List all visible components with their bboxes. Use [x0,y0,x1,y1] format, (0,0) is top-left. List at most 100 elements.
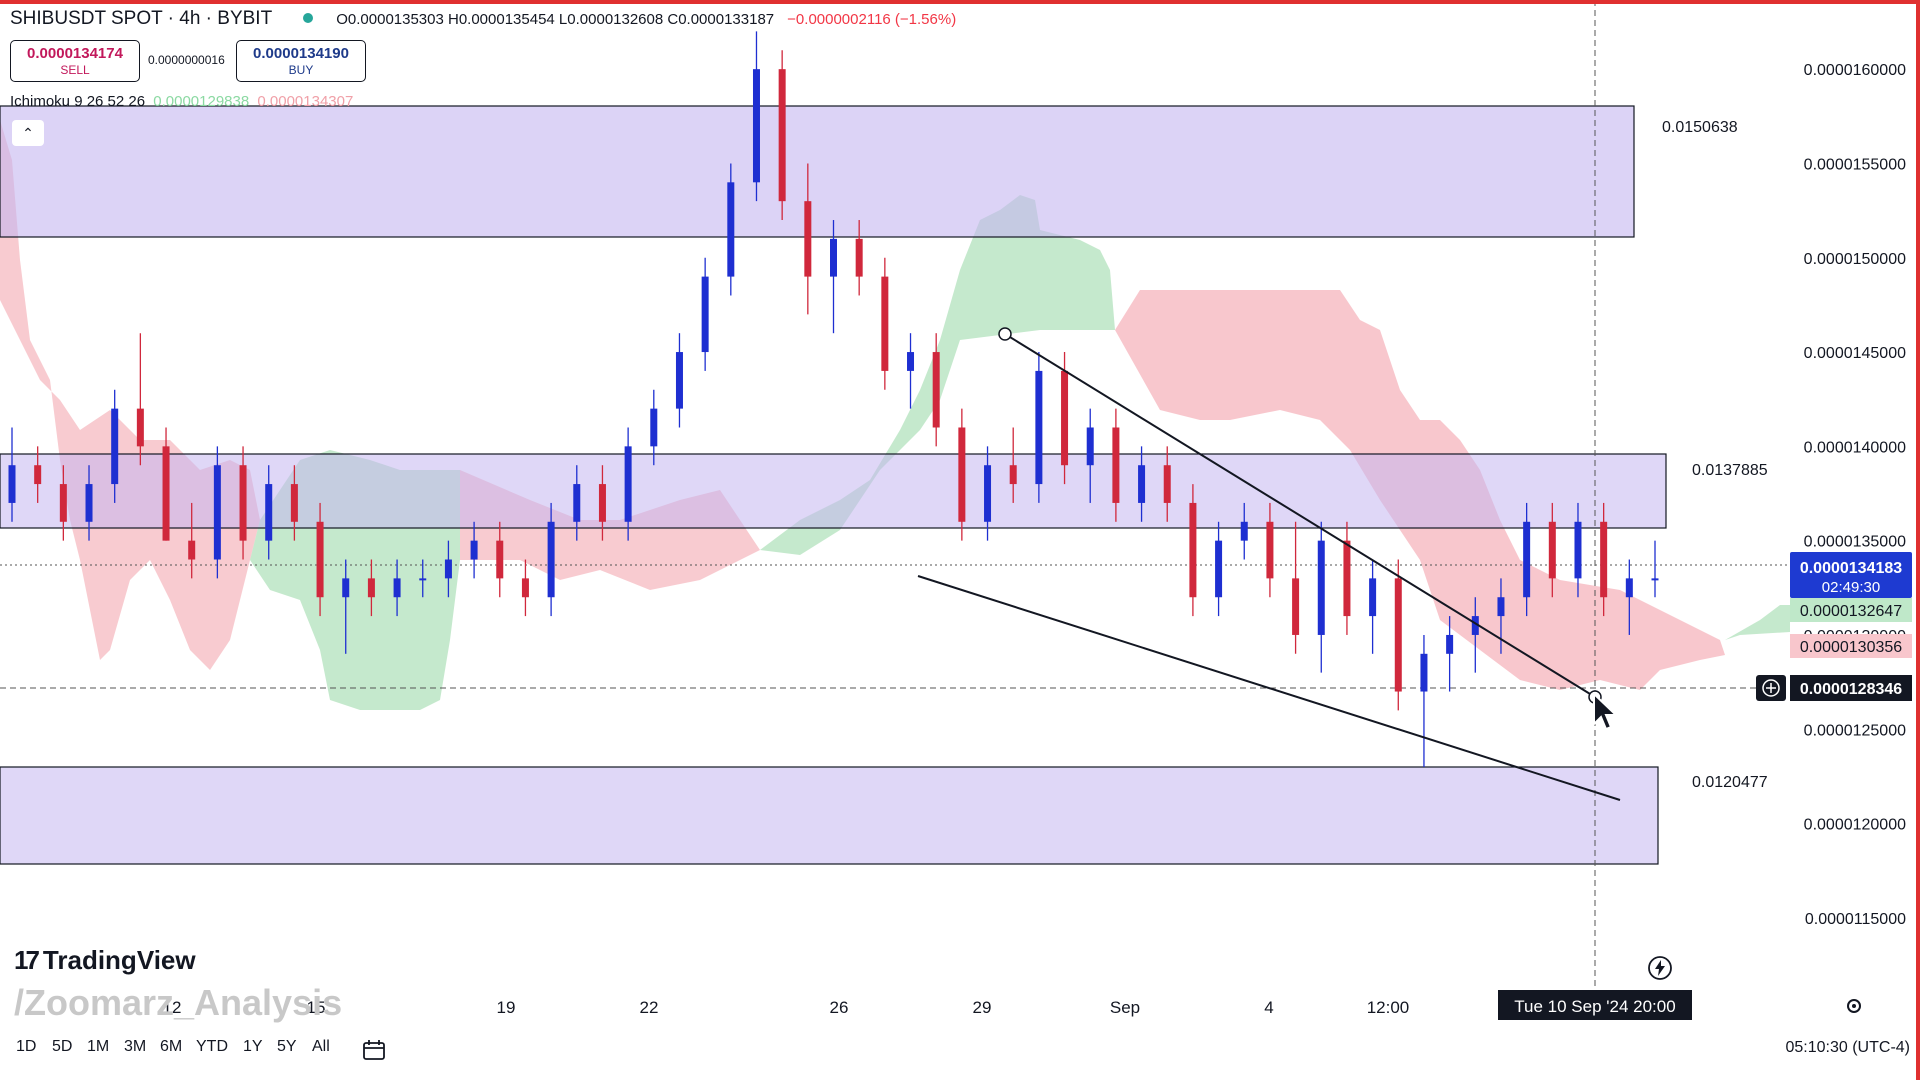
tradingview-logo: 17 TradingView [14,945,196,975]
chevron-up-icon[interactable]: ⌃ [12,120,44,146]
x-tick-label: Sep [1110,998,1140,1017]
tf-ytd[interactable]: YTD [196,1038,228,1055]
candle-body [573,484,581,522]
lightning-icon[interactable] [1647,955,1673,981]
candle-body [984,465,992,522]
gear-icon[interactable] [1844,996,1864,1016]
y-tick-label: 0.0000120000 [1804,817,1906,834]
zone-labels: 0.0150638 0.0137885 0.0120477 [1662,119,1768,791]
time-axis[interactable]: 12 15 19 22 26 29 Sep 4 12:00 Tue 10 Sep '24 20:… [163,990,1692,1020]
zone-upper [0,105,1635,238]
tf-1y[interactable]: 1Y [243,1038,263,1055]
clock-timezone[interactable]: 05:10:30 (UTC-4) [1785,1039,1911,1056]
candle-body [136,408,144,447]
candle-body [419,578,427,581]
countdown-text: 02:49:30 [1822,579,1880,596]
kumo-bull-3 [1725,605,1790,640]
candle-body [701,276,709,353]
candle-body [85,484,93,522]
svg-text:0.0000128346: 0.0000128346 [1800,681,1902,698]
x-tick-label: 26 [830,998,849,1017]
candlestick-series [8,31,1659,767]
right-accent-bar [1916,0,1920,1080]
candle-body [470,540,478,560]
y-tick-label: 0.0000155000 [1804,156,1906,173]
candle-body [1548,521,1556,579]
y-tick-label: 0.0000150000 [1804,251,1906,268]
candle-body [239,465,247,541]
x-tick-label: 12:00 [1367,998,1410,1017]
indicator-legend[interactable]: Ichimoku 9 26 52 26 0.0000129838 0.00001… [10,93,353,110]
candle-body [1343,540,1351,617]
sell-button[interactable]: 0.0000134174 SELL [10,40,140,82]
sell-price: 0.0000134174 [27,45,123,62]
tf-1m[interactable]: 1M [87,1038,110,1055]
crosshair-time-text: Tue 10 Sep '24 20:00 [1514,997,1675,1016]
candle-body [162,446,170,541]
crosshair-price-label [1790,675,1912,701]
y-tick-label: 0.0000125000 [1804,722,1906,739]
candle-body [830,238,837,277]
candle-body [59,484,67,522]
kijun-label [1790,598,1912,622]
candle-body [1446,634,1454,654]
market-open-icon [303,13,314,23]
crosshair-time-label [1498,990,1692,1020]
candle-body [444,559,452,579]
svg-text:0.0000132647: 0.0000132647 [1800,603,1902,620]
timeframe-toolbar: 1D 5D 1M 3M 6M YTD 1Y 5Y All [0,1024,1920,1076]
price-zones [0,105,1667,865]
candle-body [1523,521,1531,598]
candle-body [1471,616,1479,635]
candle-body [1035,370,1043,485]
cursor-icon [1593,692,1619,731]
candle-body [958,427,966,522]
indicator-value-1: 0.0000129838 [153,93,250,110]
candle-body [1420,653,1428,692]
indicator-value-2: 0.0000134307 [257,93,354,110]
tf-6m[interactable]: 6M [160,1038,183,1055]
sell-label: SELL [60,63,90,77]
candle-body [932,352,940,428]
symbol-title[interactable]: SHIBUSDT SPOT · 4h · BYBIT [10,8,273,29]
candle-body [675,352,683,409]
tf-1d[interactable]: 1D [16,1038,37,1055]
candle-body [111,408,119,485]
candle-body [367,578,375,598]
chart-header: SHIBUSDT SPOT · 4h · BYBIT O0.0000135303… [10,8,956,30]
wedge-anchor-start [998,327,1012,341]
candle-body [778,69,786,202]
falling-wedge[interactable] [917,327,1621,801]
tf-3m[interactable]: 3M [124,1038,147,1055]
y-tick-label: 0.0000145000 [1804,345,1906,362]
candle-body [1138,465,1146,503]
candle-body [1189,502,1197,598]
candle-body [496,540,504,579]
tf-5y[interactable]: 5Y [277,1038,297,1055]
candle-body [265,484,273,541]
candle-body [1266,521,1274,579]
indicator-name: Ichimoku 9 26 52 26 [10,93,146,110]
zone-upper-label: 0.0150638 [1662,119,1738,136]
candle-body [316,521,324,598]
svg-text:0.0000130356: 0.0000130356 [1800,639,1902,656]
x-tick-label: 12 [163,998,182,1017]
top-accent-bar [0,0,1920,4]
tf-all[interactable]: All [312,1038,330,1055]
calendar-icon[interactable] [362,1038,386,1062]
tf-5d[interactable]: 5D [52,1038,73,1055]
buy-button[interactable]: 0.0000134190 BUY [236,40,366,82]
x-tick-label: 19 [497,998,516,1017]
price-axis[interactable]: 0.0000160000 0.0000155000 0.0000150000 0.00… [1790,0,1920,1000]
x-tick-label: 15 [307,998,326,1017]
candle-body [855,238,863,277]
y-tick-label: 0.0000140000 [1804,439,1906,456]
candle-body [1215,540,1223,598]
watermark: /Zoomarz_Analysis [14,982,343,1023]
candle-body [1086,427,1094,466]
tv-logo-icon: 17 [14,945,40,975]
candle-body [290,484,298,522]
wedge-lower-line [917,575,1621,801]
zone-lower [0,766,1659,865]
